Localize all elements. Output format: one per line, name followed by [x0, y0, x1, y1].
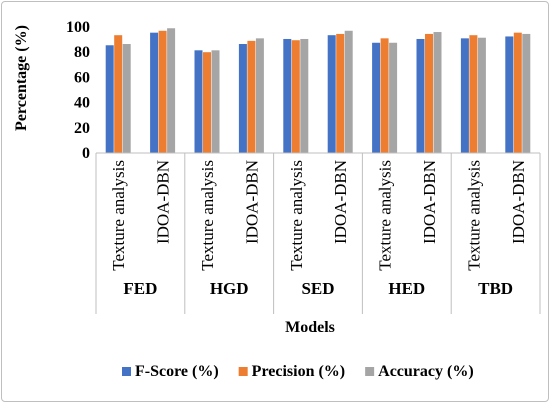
bar	[158, 30, 167, 154]
bar	[522, 33, 531, 153]
category-label: IDOA-DBN	[242, 160, 261, 244]
bar	[283, 38, 292, 153]
y-axis-title: Percentage (%)	[13, 25, 30, 131]
bar	[291, 40, 300, 154]
y-tick-label: 100	[66, 19, 90, 36]
bar	[513, 32, 522, 153]
y-axis-ticks: 0 20 40 60 80 100	[66, 19, 90, 162]
category-label: IDOA-DBN	[420, 160, 439, 244]
category-labels: Texture analysis IDOA-DBN Texture analysis…	[109, 160, 528, 271]
bar	[150, 32, 159, 153]
group-label: SED	[301, 279, 334, 298]
legend-label: Precision (%)	[252, 363, 345, 380]
group-label: HED	[388, 279, 425, 298]
bar	[105, 45, 114, 153]
category-label: IDOA-DBN	[509, 160, 528, 244]
y-tick-label: 40	[74, 95, 90, 112]
legend: F-Score (%) Precision (%) Accuracy (%)	[122, 363, 474, 380]
category-label: Texture analysis	[109, 160, 128, 271]
bar	[203, 52, 211, 154]
axes	[95, 152, 541, 314]
bar	[167, 28, 176, 153]
category-label: IDOA-DBN	[154, 160, 173, 244]
bar	[238, 44, 247, 154]
y-tick-label: 60	[74, 69, 90, 86]
bar	[300, 38, 309, 153]
category-label: Texture analysis	[198, 160, 217, 271]
group-label: TBD	[478, 279, 513, 298]
y-tick-label: 20	[74, 120, 90, 137]
x-axis-title: Models	[285, 319, 335, 336]
group-label: HGD	[210, 279, 249, 298]
category-label: IDOA-DBN	[331, 160, 350, 244]
bar	[336, 33, 345, 153]
category-label: Texture analysis	[464, 160, 483, 271]
legend-swatch	[122, 367, 131, 376]
bar	[344, 30, 353, 154]
bar	[380, 38, 389, 154]
legend-label: Accuracy (%)	[378, 363, 474, 380]
legend-swatch	[238, 367, 248, 376]
bar	[211, 50, 220, 154]
bar	[247, 40, 256, 153]
bar	[416, 38, 425, 153]
bar-chart: Percentage (%) 0 20 40 60 80 100 Texture anal…	[13, 19, 541, 380]
bars	[105, 28, 531, 154]
bar	[425, 33, 433, 153]
group-label: FED	[123, 279, 157, 298]
bar	[255, 38, 264, 154]
y-tick-label: 0	[82, 145, 90, 162]
bar	[372, 42, 381, 153]
bar	[122, 44, 131, 154]
legend-swatch	[365, 367, 375, 376]
bar	[194, 50, 203, 154]
bar	[469, 35, 478, 153]
bar	[477, 37, 486, 153]
bar	[433, 32, 442, 153]
bar	[460, 38, 469, 154]
bar	[505, 36, 514, 154]
legend-label: F-Score (%)	[135, 363, 219, 380]
y-tick-label: 80	[74, 44, 90, 61]
bar	[327, 35, 336, 153]
bar	[114, 35, 123, 153]
bar	[389, 42, 398, 153]
category-label: Texture analysis	[287, 160, 306, 271]
category-label: Texture analysis	[376, 160, 395, 271]
group-labels: FED HGD SED HED TBD	[123, 279, 513, 298]
